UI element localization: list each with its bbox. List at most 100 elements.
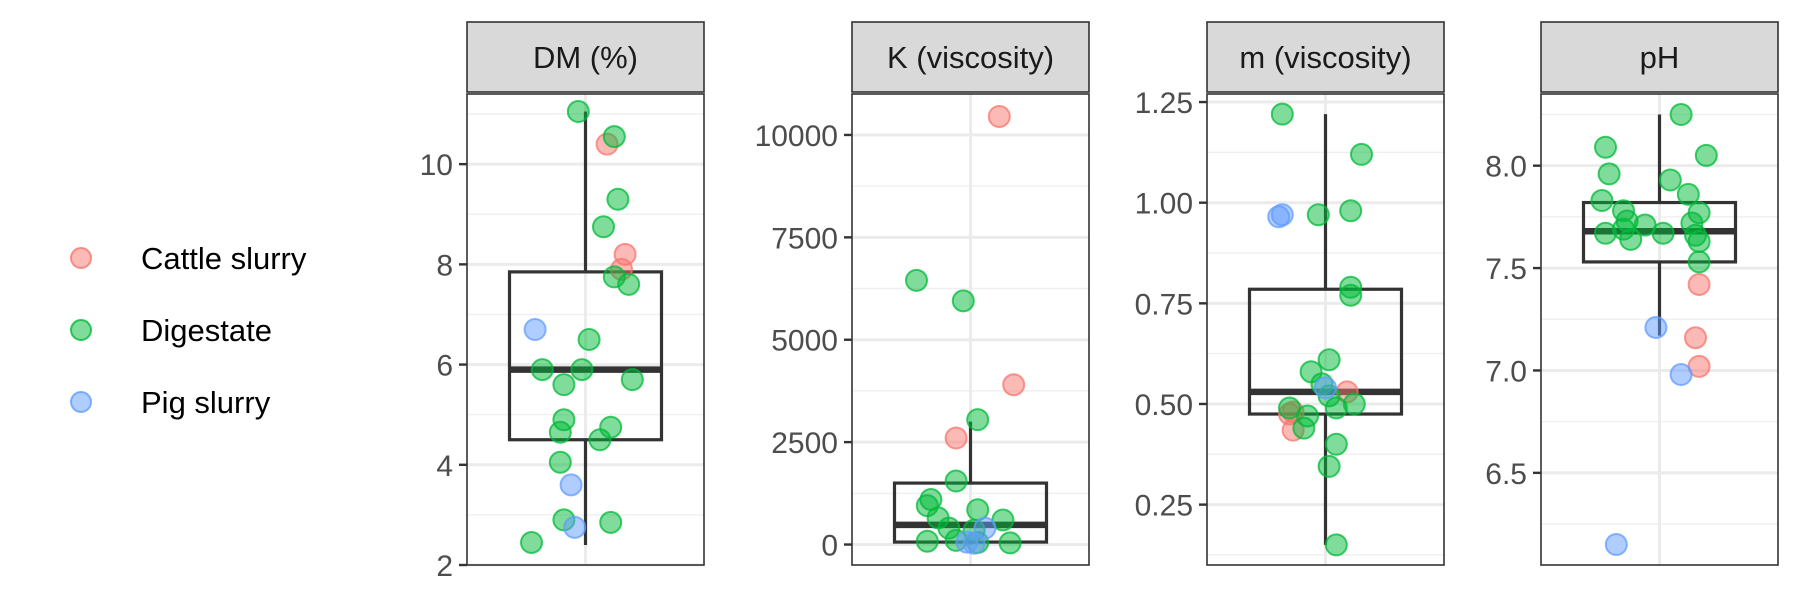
facet-panels: DM (%) 2 4 6 8 10 K (viscosity) 0 2500 5000 7500 10… <box>420 21 1779 583</box>
facet-panel-3: m (viscosity) 0.25 0.50 0.75 1.00 1.25 <box>1135 21 1445 566</box>
data-point <box>1597 162 1621 186</box>
data-point <box>1314 376 1337 400</box>
y-tick-label: 10000 <box>755 120 838 153</box>
y-tick-label: 7.0 <box>1485 355 1527 388</box>
data-point <box>566 100 590 124</box>
data-point <box>1684 326 1707 350</box>
data-point <box>1694 143 1718 167</box>
y-tick-label: 1.25 <box>1135 87 1193 120</box>
y-tick-label: 8 <box>436 249 453 282</box>
facet-strip-label: DM (%) <box>533 40 638 75</box>
data-point <box>944 426 968 450</box>
y-tick-label: 5000 <box>771 325 838 358</box>
facet-strip-label: pH <box>1640 40 1680 75</box>
data-point <box>552 373 576 397</box>
facet-strip <box>466 21 705 93</box>
panel-border <box>851 93 1090 566</box>
data-point <box>599 510 623 534</box>
data-point <box>1324 396 1348 420</box>
data-point <box>1339 283 1363 307</box>
data-point <box>1687 229 1711 253</box>
data-point <box>905 268 928 292</box>
data-point <box>1644 315 1668 339</box>
data-point <box>1002 373 1026 397</box>
data-point <box>1270 102 1294 126</box>
data-point <box>1324 432 1348 456</box>
data-point <box>1604 533 1628 557</box>
data-point <box>1687 272 1711 296</box>
data-point <box>530 358 554 382</box>
legend-label-digestate: Digestate <box>141 313 272 348</box>
legend-key-pig-slurry <box>70 391 92 413</box>
legend-key-digestate <box>70 319 92 341</box>
box-iqr <box>1247 287 1404 416</box>
y-tick-label: 1.00 <box>1135 188 1193 221</box>
facet-strip <box>1206 21 1445 93</box>
data-point <box>962 531 986 555</box>
data-point <box>1658 168 1682 192</box>
y-tick-label: 7500 <box>771 222 838 255</box>
data-point <box>577 328 601 352</box>
y-tick-label: 0.25 <box>1135 490 1193 523</box>
data-point <box>606 187 630 211</box>
data-point <box>1317 348 1341 372</box>
facet-strip-label: K (viscosity) <box>887 40 1054 75</box>
facet-strip <box>851 21 1090 93</box>
data-point <box>520 530 543 554</box>
data-point <box>944 469 968 493</box>
data-point <box>1594 135 1617 159</box>
facet-panel-4: pH 6.5 7.0 7.5 8.0 <box>1485 21 1779 566</box>
data-point <box>602 125 626 149</box>
data-point <box>570 358 594 382</box>
facet-strip <box>1540 21 1779 93</box>
data-point <box>548 450 572 474</box>
legend-key-cattle-slurry <box>70 247 92 269</box>
box-iqr <box>507 270 664 442</box>
data-point <box>548 420 572 444</box>
data-point <box>1687 250 1711 274</box>
data-point <box>620 368 644 392</box>
data-point <box>951 289 975 313</box>
data-point <box>1669 363 1693 387</box>
data-point <box>987 105 1011 129</box>
data-point <box>1669 102 1693 126</box>
panel-border <box>1540 93 1779 566</box>
data-point <box>1317 454 1341 478</box>
data-point <box>1270 203 1294 227</box>
data-point <box>1619 227 1643 251</box>
legend: Cattle slurry Digestate Pig slurry <box>70 241 307 420</box>
data-point <box>998 531 1022 555</box>
data-point <box>1651 221 1675 245</box>
panel-border <box>466 93 705 566</box>
y-tick-label: 6.5 <box>1485 458 1527 491</box>
data-point <box>915 529 939 553</box>
data-point <box>1676 182 1700 206</box>
data-point <box>523 318 547 341</box>
legend-label-cattle-slurry: Cattle slurry <box>141 241 307 276</box>
data-point <box>966 408 990 432</box>
y-tick-label: 7.5 <box>1485 253 1527 286</box>
panel-border <box>1206 93 1445 566</box>
legend-label-pig-slurry: Pig slurry <box>141 385 271 420</box>
y-tick-label: 8.0 <box>1485 151 1527 184</box>
data-point <box>617 272 641 296</box>
data-point <box>1324 533 1348 557</box>
data-point <box>588 428 612 452</box>
data-point <box>592 215 615 239</box>
y-tick-label: 2500 <box>771 427 838 460</box>
y-tick-label: 6 <box>436 350 453 383</box>
data-point <box>1350 142 1373 166</box>
data-point <box>1590 188 1614 212</box>
data-point <box>559 473 583 497</box>
y-tick-label: 0 <box>821 530 838 563</box>
y-tick-label: 4 <box>436 450 453 483</box>
data-point <box>1292 416 1316 440</box>
facet-strip-label: m (viscosity) <box>1239 40 1411 75</box>
data-point <box>1594 221 1617 245</box>
y-tick-label: 10 <box>420 149 453 182</box>
data-point <box>563 515 587 539</box>
data-point <box>1306 203 1330 227</box>
facet-panel-2: K (viscosity) 0 2500 5000 7500 10000 <box>755 21 1090 566</box>
data-point <box>1278 396 1301 420</box>
